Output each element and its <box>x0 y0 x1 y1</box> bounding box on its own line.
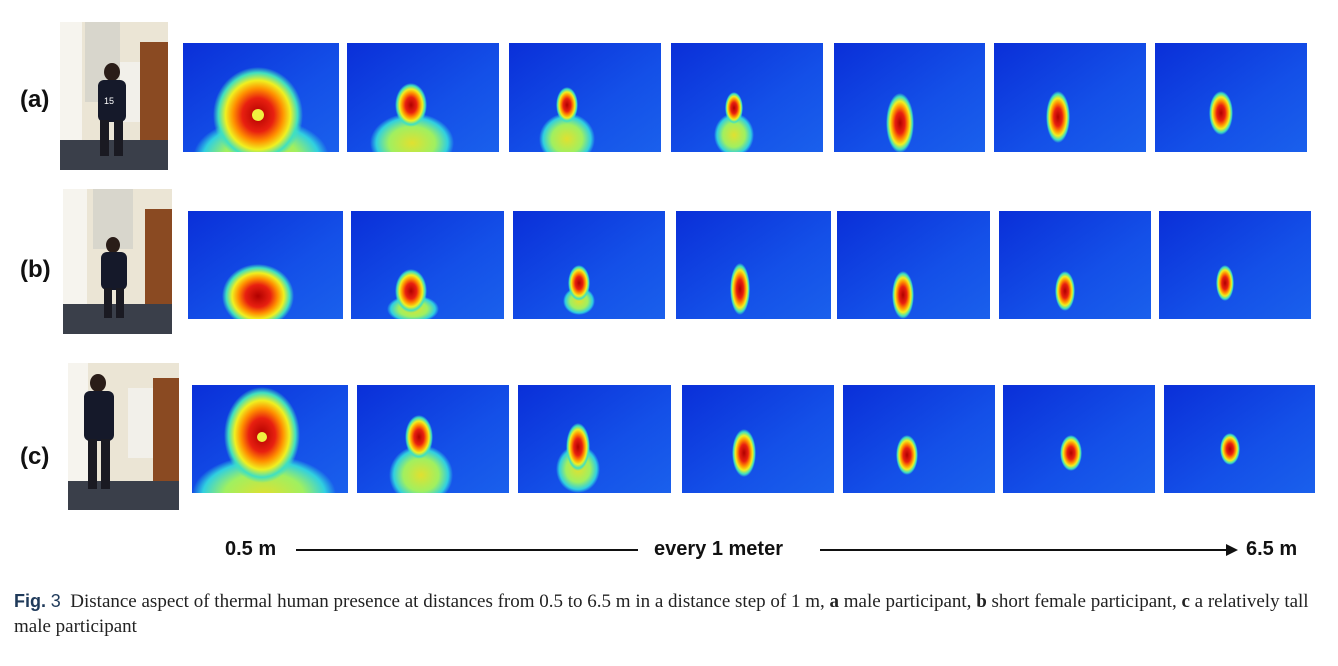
thermal-image <box>513 211 665 319</box>
thermal-image <box>351 211 504 319</box>
svg-text:15: 15 <box>104 96 114 106</box>
figure-caption: Fig. 3 Distance aspect of thermal human … <box>14 589 1326 639</box>
scale-end-label: 6.5 m <box>1246 538 1298 560</box>
thermal-image <box>837 211 990 319</box>
row-label-a: (a) <box>20 86 50 113</box>
thermal-image <box>357 385 509 493</box>
scale-start-label: 0.5 m <box>225 538 277 560</box>
thermal-image <box>999 211 1151 319</box>
thermal-image <box>843 385 995 493</box>
thermal-image <box>682 385 834 493</box>
thermal-image <box>834 43 985 152</box>
scale-line-right <box>820 549 1228 551</box>
caption-text-a: male participant, <box>843 591 972 612</box>
figure-number: 3 <box>50 591 61 611</box>
caption-text-b: short female participant, <box>991 591 1177 612</box>
caption-main-text: Distance aspect of thermal human presenc… <box>70 591 825 612</box>
arrow-right-icon <box>1226 544 1238 556</box>
caption-letter-b: b <box>976 591 987 612</box>
photo-short-female-participant <box>63 189 172 334</box>
thermal-image <box>994 43 1146 152</box>
thermal-image <box>188 211 343 319</box>
thermal-image <box>676 211 831 319</box>
thermal-image <box>1155 43 1307 152</box>
person-photo-icon <box>63 189 172 334</box>
figure-label: Fig. <box>14 591 46 611</box>
thermal-image <box>1003 385 1155 493</box>
row-label-c: (c) <box>20 443 50 470</box>
thermal-image <box>671 43 823 152</box>
photo-tall-male-participant <box>68 363 179 510</box>
thermal-image <box>509 43 661 152</box>
thermal-image <box>1164 385 1315 493</box>
thermal-image <box>518 385 671 493</box>
person-photo-icon: 15 <box>60 22 168 170</box>
scale-line-left <box>296 549 638 551</box>
thermal-image <box>183 43 339 152</box>
row-label-b: (b) <box>20 256 51 283</box>
scale-middle-label: every 1 meter <box>654 538 783 560</box>
person-photo-icon <box>68 363 179 510</box>
caption-letter-a: a <box>829 591 840 612</box>
caption-letter-c: c <box>1181 591 1190 612</box>
photo-male-participant: 15 <box>60 22 168 170</box>
thermal-image <box>347 43 499 152</box>
thermal-image <box>192 385 348 493</box>
thermal-image <box>1159 211 1311 319</box>
caption-text-c: a relatively tall male participant <box>14 591 1309 637</box>
